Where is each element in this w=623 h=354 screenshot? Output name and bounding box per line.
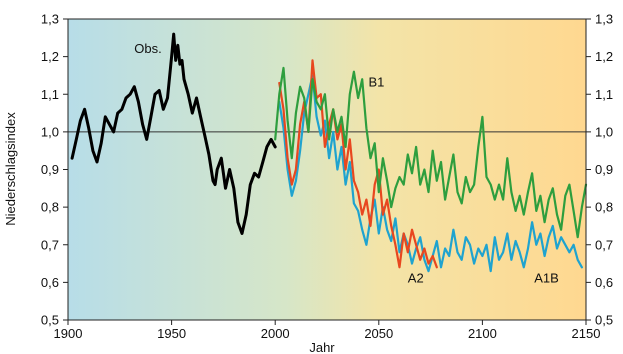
y-tick-label-right: 1,2	[595, 49, 613, 64]
x-tick-label: 1900	[54, 326, 83, 341]
y-tick-label-right: 0,9	[595, 162, 613, 177]
y-tick-label-right: 0,8	[595, 200, 613, 215]
x-tick-label: 2150	[572, 326, 601, 341]
x-tick-label: 2050	[364, 326, 393, 341]
y-tick-label-right: 0,7	[595, 237, 613, 252]
y-tick-label-left: 0,8	[41, 200, 59, 215]
x-tick-label: 2100	[468, 326, 497, 341]
y-tick-label-right: 1,1	[595, 87, 613, 102]
series-line-a1b	[278, 74, 584, 273]
series-line-obs	[70, 32, 277, 235]
series-label: B1	[368, 75, 384, 90]
y-tick-label-left: 1,1	[41, 87, 59, 102]
y-tick-label-right: 1,3	[595, 12, 613, 27]
series-label: A1B	[534, 270, 559, 285]
series-line-b1	[274, 66, 588, 239]
y-axis-label: Niederschlagsindex	[3, 112, 18, 226]
y-tick-label-right: 1,0	[595, 124, 613, 139]
y-tick-label-left: 0,9	[41, 162, 59, 177]
y-tick-label-left: 0,5	[41, 313, 59, 328]
y-tick-label-right: 0,6	[595, 275, 613, 290]
y-tick-label-right: 0,5	[595, 313, 613, 328]
series-label: A2	[408, 270, 424, 285]
y-tick-label-left: 0,7	[41, 237, 59, 252]
y-tick-label-left: 0,6	[41, 275, 59, 290]
y-tick-label-left: 1,3	[41, 12, 59, 27]
x-tick-label: 1950	[157, 326, 186, 341]
y-tick-label-left: 1,0	[41, 124, 59, 139]
plot-background	[68, 19, 586, 320]
x-tick-label: 2000	[261, 326, 290, 341]
y-tick-label-left: 1,2	[41, 49, 59, 64]
x-axis-label: Jahr	[309, 340, 335, 354]
series-label: Obs.	[134, 41, 161, 56]
